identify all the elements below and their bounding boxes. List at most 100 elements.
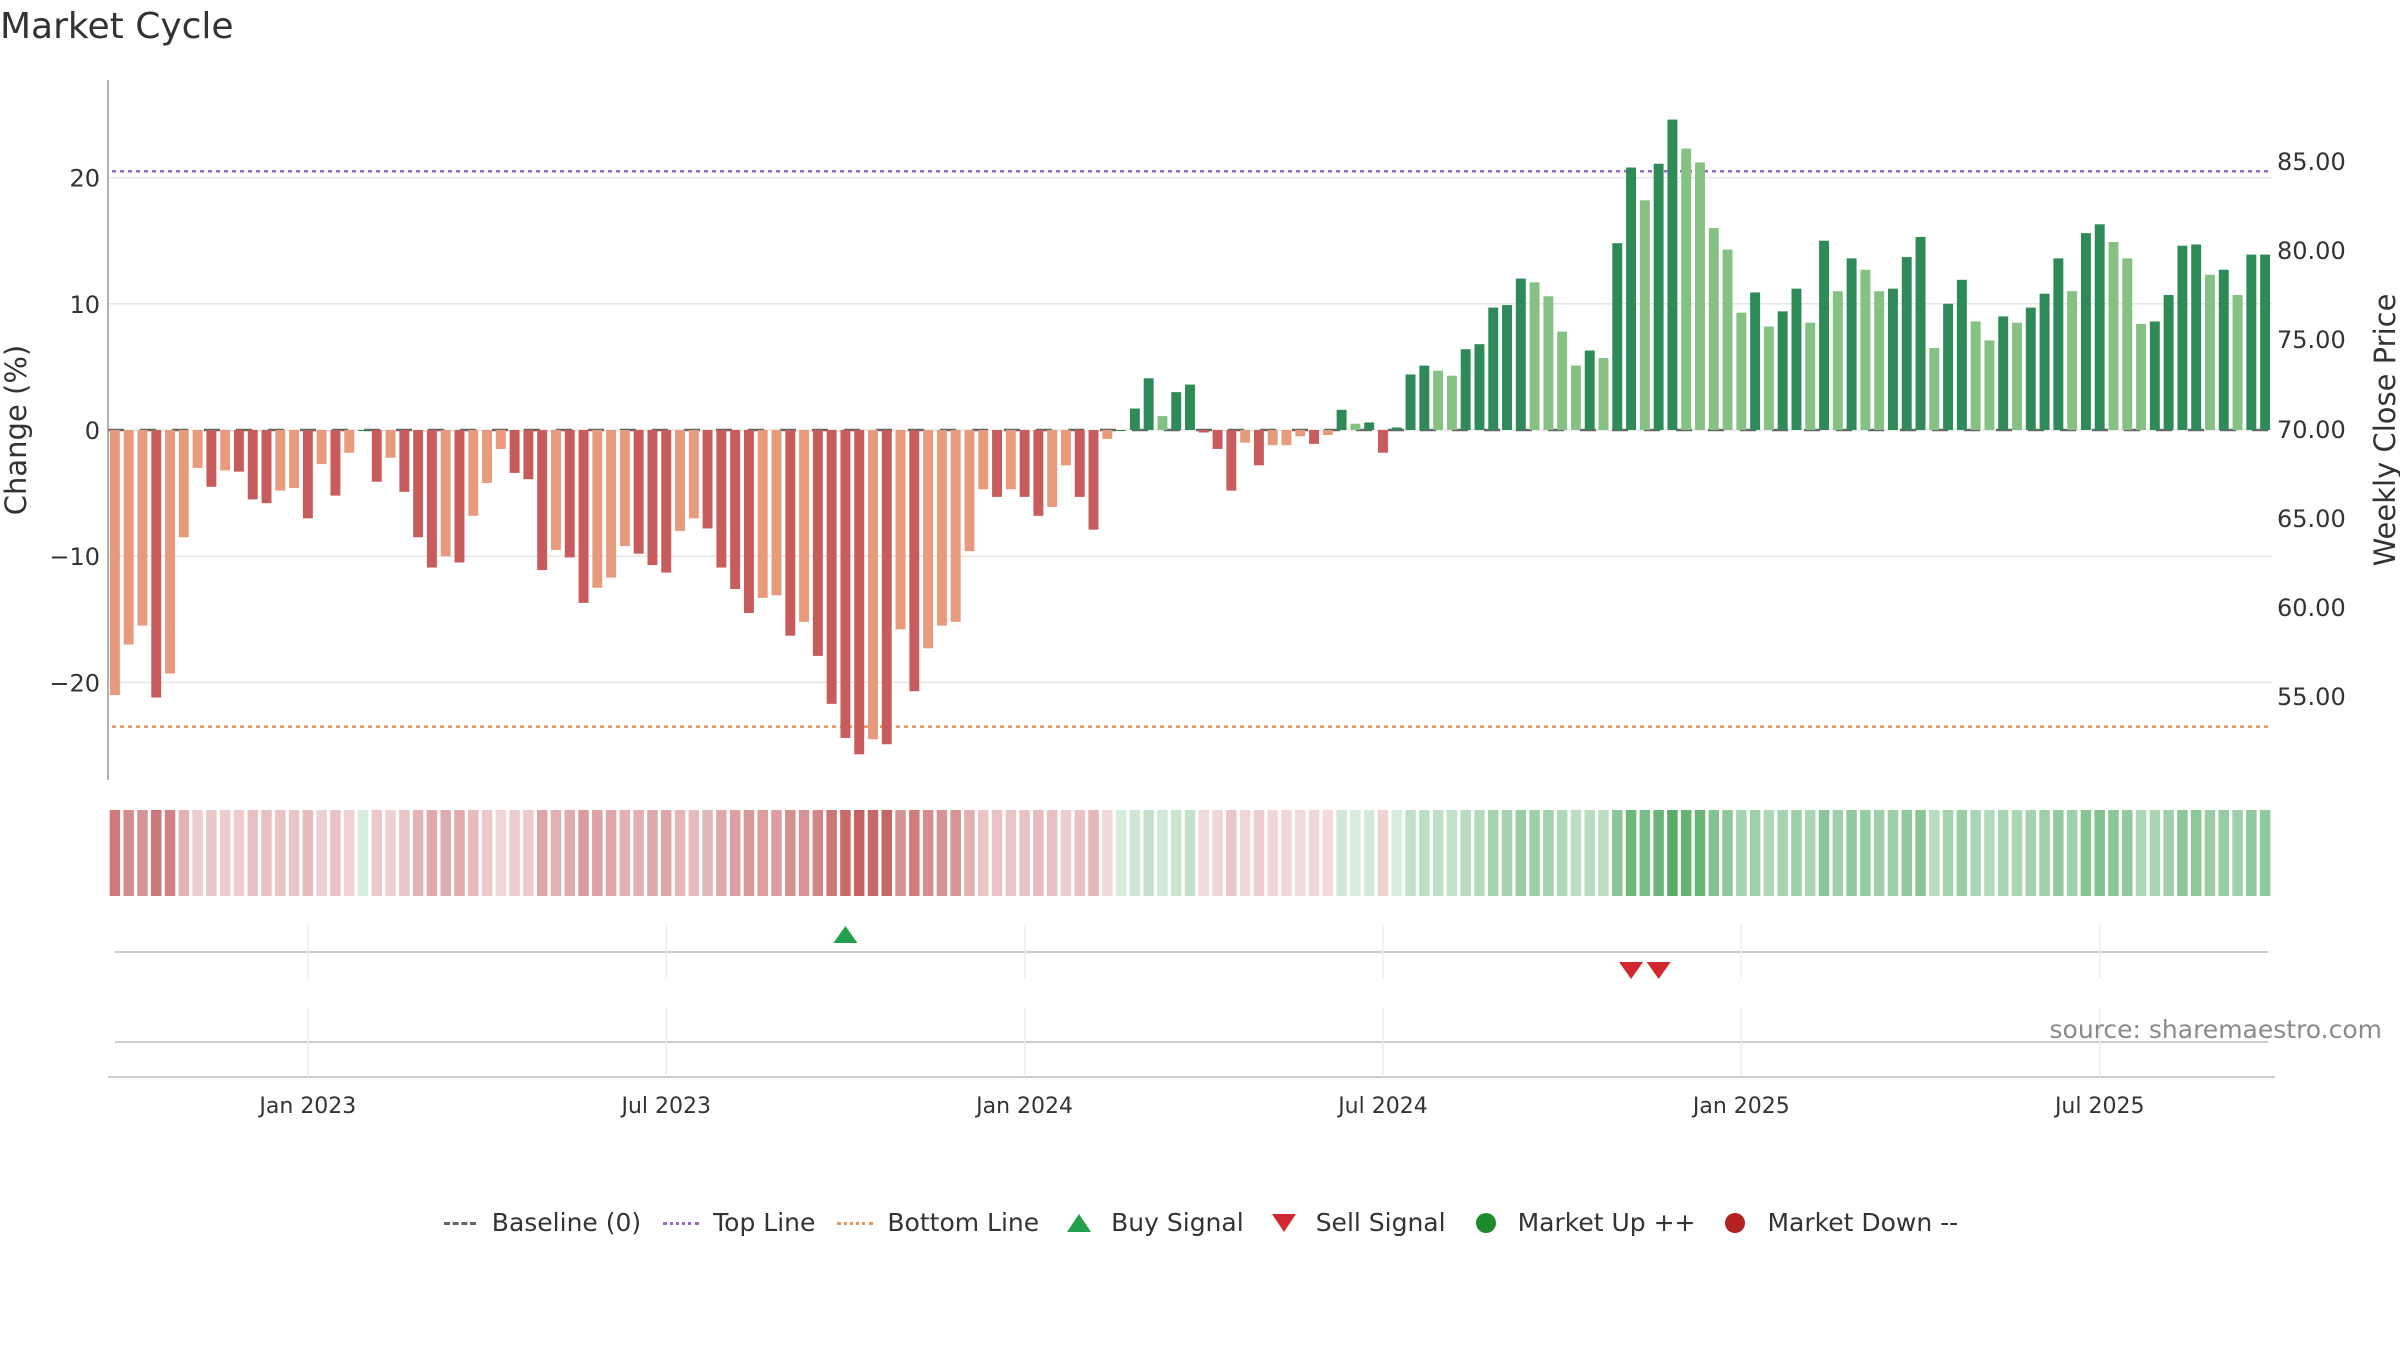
axes: 20 10 0 −10 −20 85.00 80.00 75.00 70.00 65.00 60.0… [49,80,2346,780]
change-bar [661,430,672,573]
buy-triangle-icon [1067,1213,1092,1232]
heat-cell [233,810,245,896]
legend-label-buy: Buy Signal [1111,1208,1244,1237]
heat-strip [109,810,2271,896]
heat-cell [523,810,534,896]
change-bar [771,430,782,596]
heat-cell [426,810,438,896]
heat-cell [2108,810,2119,896]
heat-cell [302,810,314,896]
change-bar [1874,291,1885,430]
heat-cell [1515,810,1527,896]
legend-item-sell: Sell Signal [1266,1208,1446,1237]
change-bar [468,430,479,516]
change-bar [1515,278,1526,430]
change-bar [909,430,920,692]
heat-cell [2177,810,2188,896]
change-bar [1722,249,1733,430]
change-bar [1364,422,1375,430]
heat-cell [1749,810,1761,896]
change-bar [165,430,175,674]
change-bar [675,430,685,531]
heat-cell [2259,810,2271,896]
change-bar [178,430,189,538]
heat-cell [1322,810,1334,896]
heat-cell [343,810,355,896]
y-tick-label: 10 [69,291,100,319]
change-bar [826,430,837,704]
heat-cell [1019,810,1030,896]
change-bar [978,430,989,490]
market-down-dot-icon [1725,1212,1746,1233]
heat-cell [2204,810,2216,896]
y2-tick-label: 85.00 [2277,148,2346,176]
heat-cell [1281,810,1292,896]
heat-cell [2122,810,2133,896]
change-bar [1805,322,1816,430]
heat-cell [1529,810,1540,896]
heat-cell [1653,810,1664,896]
change-bar [247,430,258,500]
y-tick-label: 20 [69,165,100,193]
change-bar [1763,326,1774,430]
change-bar [1460,349,1471,430]
heat-cell [950,810,961,896]
heat-cell [385,810,396,896]
heat-cell [1129,810,1141,896]
heat-cell [1170,810,1182,896]
heat-cell [1487,810,1499,896]
heat-cell [1432,810,1444,896]
change-bar [1860,269,1871,430]
change-bar [757,430,768,598]
change-bar [785,430,796,636]
heat-cell [2135,810,2147,896]
change-bar [537,430,548,571]
heat-cell [1377,810,1389,896]
heat-cell [1253,810,1265,896]
heat-cell [2149,810,2161,896]
change-bar [109,430,120,696]
change-bar [1612,243,1623,430]
heat-cell [743,810,755,896]
change-bar [1309,430,1320,444]
heat-cell [1722,810,1733,896]
heat-cell [1694,810,1706,896]
heat-cell [1060,810,1072,896]
heat-cell [1805,810,1816,896]
heat-cell [1680,810,1692,896]
y2-tick-label: 55.00 [2277,683,2346,711]
chart-title: Market Cycle [0,6,234,47]
change-bar [495,430,506,449]
change-bar [1295,430,1306,437]
heat-cell [867,810,879,896]
heat-cell [1570,810,1582,896]
heat-cell [1074,810,1085,896]
heat-cell [2053,810,2064,896]
change-bar [1116,430,1127,431]
change-bar [1212,430,1223,449]
heat-cell [2011,810,2023,896]
change-bar [1584,350,1595,430]
change-bar [454,430,465,563]
legend-label-market-up: Market Up ++ [1517,1208,1696,1237]
y2-tick-label: 70.00 [2277,416,2346,444]
change-bar [1143,378,1154,430]
x-tick-label: Jan 2023 [257,1094,356,1119]
heat-cell [1625,810,1637,896]
heat-cell [1970,810,1981,896]
heat-cell [1612,810,1623,896]
heat-cell [619,810,631,896]
heat-cell [399,810,410,896]
y-axis-label: Change (%) [0,345,33,515]
change-bar [1198,430,1209,433]
change-bar [2163,294,2174,430]
legend-label-baseline: Baseline (0) [491,1208,642,1237]
change-bar [1060,430,1071,466]
legend-item-market-up: Market Up ++ [1468,1208,1696,1237]
heat-cell [1336,810,1347,896]
change-bar [1074,430,1085,497]
change-bar [854,430,865,755]
legend-label-top-line: Top Line [713,1208,816,1237]
heat-cell [2163,810,2174,896]
